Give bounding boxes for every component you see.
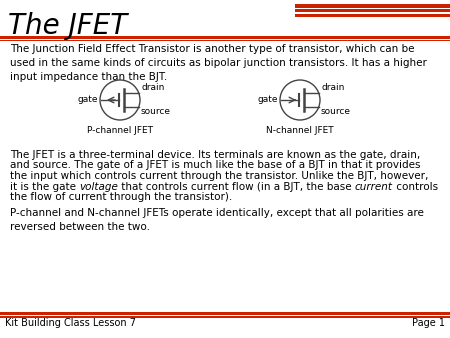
Text: The Junction Field Effect Transistor is another type of transistor, which can be: The Junction Field Effect Transistor is …	[10, 44, 427, 82]
Bar	[295, 14, 450, 17]
Bar	[295, 4, 450, 8]
Bar	[0, 312, 450, 315]
Text: voltage: voltage	[79, 182, 118, 192]
Text: N-channel JFET: N-channel JFET	[266, 126, 334, 135]
Text: Kit Building Class Lesson 7: Kit Building Class Lesson 7	[5, 318, 136, 328]
Text: it is the gate: it is the gate	[10, 182, 79, 192]
Text: The JFET is a three-terminal device. Its terminals are known as the gate, drain,: The JFET is a three-terminal device. Its…	[10, 150, 420, 160]
Bar	[0, 316, 450, 317]
Text: source: source	[141, 107, 171, 116]
Text: and source. The gate of a JFET is much like the base of a BJT in that it provide: and source. The gate of a JFET is much l…	[10, 161, 420, 170]
Text: The JFET: The JFET	[8, 12, 127, 40]
Text: drain: drain	[141, 83, 164, 92]
Text: that controls current flow (in a BJT, the base: that controls current flow (in a BJT, th…	[118, 182, 355, 192]
Text: P-channel JFET: P-channel JFET	[87, 126, 153, 135]
Text: gate: gate	[77, 95, 98, 103]
Text: source: source	[321, 107, 351, 116]
Bar	[0, 40, 450, 41]
Text: gate: gate	[257, 95, 278, 103]
Text: controls: controls	[393, 182, 438, 192]
Bar	[0, 36, 450, 39]
Text: current: current	[355, 182, 393, 192]
Text: the flow of current through the transistor).: the flow of current through the transist…	[10, 192, 232, 202]
Text: drain: drain	[321, 83, 344, 92]
Text: the input which controls current through the transistor. Unlike the BJT, however: the input which controls current through…	[10, 171, 428, 181]
Text: P-channel and N-channel JFETs operate identically, except that all polarities ar: P-channel and N-channel JFETs operate id…	[10, 208, 424, 232]
Text: Page 1: Page 1	[412, 318, 445, 328]
Bar	[295, 9, 450, 12]
